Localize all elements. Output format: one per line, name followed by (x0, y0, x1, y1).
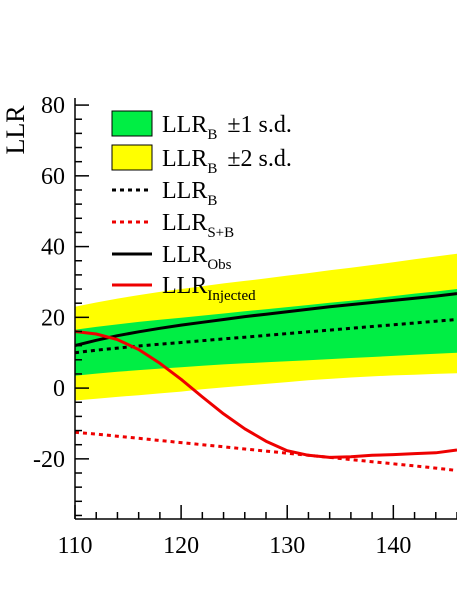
legend-label: LLRObs (162, 242, 232, 273)
legend-label: LLRInjected (162, 273, 256, 304)
x-tick-label: 120 (163, 533, 199, 559)
y-tick-label: 0 (53, 376, 65, 402)
x-tick-label: 130 (269, 533, 305, 559)
x-tick-label: 110 (57, 533, 92, 559)
series-llr-b-line (75, 318, 457, 355)
axis-labels: LLR (1, 105, 30, 155)
legend-item-llr-b-2-s-d: LLRB ±2 s.d. (111, 144, 292, 177)
legend: LLRB ±1 s.d.LLRB ±2 s.d.LLRBLLRS+BLLRObsLL… (111, 110, 292, 304)
legend-item-llr-obs: LLRObs (112, 242, 232, 273)
legend-label: LLRB ±1 s.d. (162, 112, 292, 143)
y-tick-label: -20 (33, 447, 65, 473)
legend-label: LLRB (162, 178, 217, 209)
legend-label: LLRS+B (162, 210, 234, 241)
legend-label: LLRB ±2 s.d. (162, 146, 292, 177)
y-tick-label: 20 (41, 305, 65, 331)
axis-ticks: 80 60 40 20 0 -20 110 120 130 140 (33, 93, 457, 559)
uncertainty-bands (75, 253, 457, 401)
y-tick-label: 40 (41, 235, 65, 261)
x-tick-label: 140 (375, 533, 411, 559)
series-llr-injected-line (75, 330, 457, 459)
series-llr-s-b-line (75, 430, 457, 472)
y-axis-title: LLR (1, 105, 30, 155)
legend-item-llr-b-1-s-d: LLRB ±1 s.d. (111, 110, 292, 143)
legend-swatch (111, 110, 153, 137)
legend-item-llr-b: LLRB (112, 178, 217, 209)
band-1sd (75, 289, 457, 376)
legend-item-llr-injected: LLRInjected (112, 273, 256, 304)
legend-item-llr-s-b: LLRS+B (112, 210, 234, 241)
series-llr-obs-line (75, 292, 457, 348)
data-lines (75, 292, 457, 472)
y-tick-label: 60 (41, 164, 65, 190)
legend-swatch (111, 144, 153, 171)
y-tick-label: 80 (41, 93, 65, 119)
